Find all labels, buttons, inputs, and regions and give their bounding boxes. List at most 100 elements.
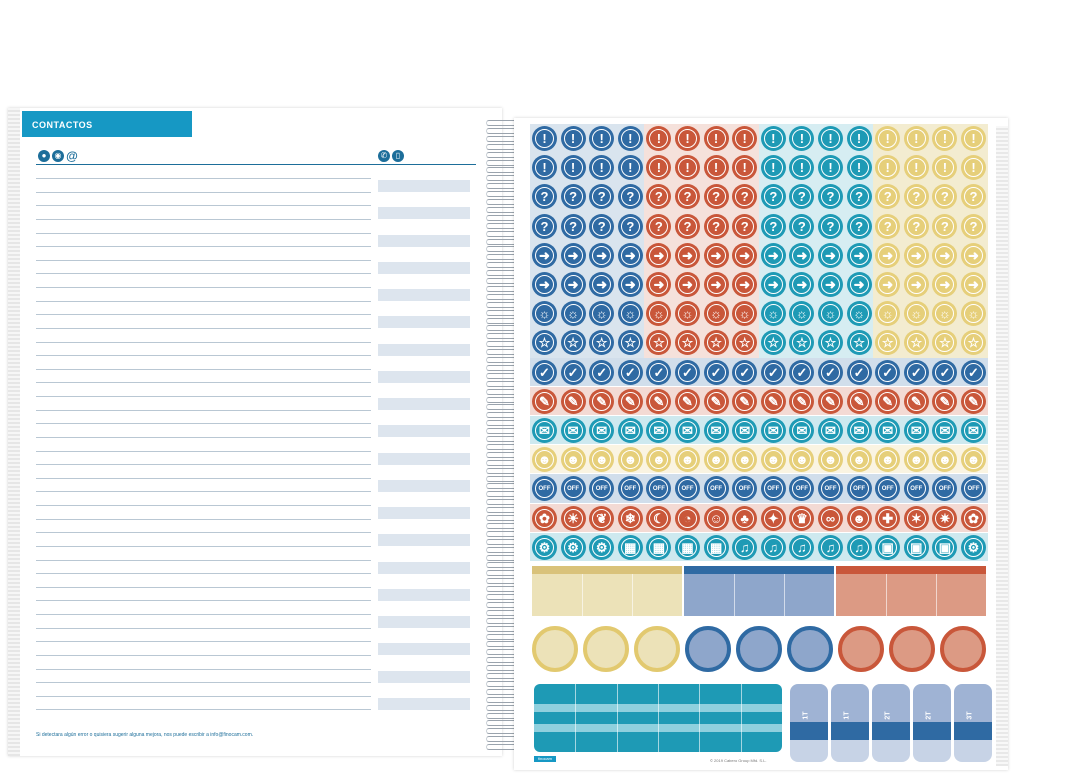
- lightbulb-icon: ☼: [903, 301, 929, 327]
- arrow-right-icon: ➜: [532, 242, 557, 268]
- arrow-right-icon: ➜: [589, 272, 615, 297]
- ruled-line: [36, 464, 371, 466]
- arrow-right-icon: ➜: [846, 272, 872, 297]
- ruled-line: [36, 232, 371, 234]
- person-icon: ●: [38, 150, 50, 162]
- note-icon: ✎: [617, 388, 643, 414]
- ruled-line: [36, 586, 371, 588]
- phone-box: [378, 207, 470, 220]
- people-icon: ☻: [703, 447, 729, 473]
- ruled-line: [36, 709, 371, 711]
- band-divider: [886, 574, 887, 616]
- arrow-right-icon: ➜: [903, 272, 929, 297]
- page-edge: [996, 126, 1008, 766]
- exclamation-icon: !: [589, 155, 615, 181]
- exclamation-icon: !: [617, 155, 643, 181]
- exclamation-icon: !: [732, 155, 758, 181]
- exclamation-icon: !: [560, 155, 586, 181]
- exclamation-icon: !: [760, 155, 786, 181]
- seasonal-icon: ❄: [617, 505, 643, 531]
- block-divider: [616, 684, 618, 752]
- arrow-right-icon: ➜: [675, 242, 700, 268]
- exclamation-icon: !: [875, 126, 901, 151]
- lightbulb-icon: ☼: [675, 301, 700, 327]
- arrow-right-icon: ➜: [589, 242, 615, 268]
- ruled-line: [36, 218, 371, 220]
- arrow-right-icon: ➜: [818, 242, 843, 268]
- exclamation-icon: !: [646, 126, 672, 151]
- ruled-line: [36, 423, 371, 425]
- contacts-page: CONTACTOS ● ◉ @ ✆ ▯ Si detectara algún e…: [8, 108, 502, 756]
- envelope-icon: ✉: [532, 418, 557, 443]
- question-icon: ?: [789, 213, 815, 239]
- exclamation-icon: !: [589, 126, 615, 151]
- arrow-right-icon: ➜: [789, 272, 815, 297]
- exclamation-icon: !: [846, 126, 872, 151]
- ruled-line: [36, 191, 371, 193]
- note-icon: ✎: [703, 388, 729, 414]
- ruled-line: [36, 518, 371, 520]
- ruled-line: [36, 341, 371, 343]
- envelope-icon: ✉: [846, 418, 872, 443]
- people-icon: ☻: [846, 447, 872, 473]
- arrow-right-icon: ➜: [646, 242, 672, 268]
- people-icon: ☻: [932, 447, 958, 473]
- tab-label: 1T: [802, 711, 810, 720]
- band-divider: [936, 574, 937, 616]
- activity-icon: ▣: [932, 534, 958, 560]
- exclamation-icon: !: [703, 126, 729, 151]
- pill-tab: 2T: [872, 684, 910, 762]
- check-icon: ✓: [646, 359, 672, 385]
- label-band: [532, 566, 682, 616]
- seasonal-icon: ☺: [703, 505, 729, 531]
- lightbulb-icon: ☼: [875, 301, 901, 327]
- check-icon: ✓: [932, 359, 958, 385]
- arrow-right-icon: ➜: [617, 242, 643, 268]
- envelope-icon: ✉: [875, 418, 901, 443]
- envelope-icon: ✉: [760, 418, 786, 443]
- people-icon: ☻: [675, 447, 700, 473]
- question-icon: ?: [875, 213, 901, 239]
- exclamation-icon: !: [818, 126, 843, 151]
- question-icon: ?: [961, 184, 986, 210]
- check-icon: ✓: [903, 359, 929, 385]
- seasonal-icon: ✚: [875, 505, 901, 531]
- question-icon: ?: [617, 184, 643, 210]
- lightbulb-icon: ☼: [789, 301, 815, 327]
- note-icon: ✎: [760, 388, 786, 414]
- note-icon: ✎: [818, 388, 843, 414]
- off-label-icon: OFF: [961, 476, 986, 502]
- envelope-icon: ✉: [789, 418, 815, 443]
- footer-note: Si detectara algún error o quisiera suge…: [36, 732, 254, 738]
- seasonal-icon: ✷: [932, 505, 958, 531]
- phone-box: [378, 561, 470, 574]
- circle-sticker: [532, 626, 578, 672]
- note-icon: ✎: [789, 388, 815, 414]
- question-icon: ?: [703, 184, 729, 210]
- seasonal-icon: ✦: [760, 505, 786, 531]
- exclamation-icon: !: [732, 126, 758, 151]
- exclamation-icon: !: [932, 126, 958, 151]
- pill-tab: 1T: [831, 684, 869, 762]
- sticker-page: !!!!!!!!!!!!!!!!!!!!!!!!!!!!!!!!????????…: [514, 118, 1008, 770]
- lightbulb-icon: ☼: [646, 301, 672, 327]
- ruled-line: [36, 368, 371, 370]
- seasonal-icon: ♣: [732, 505, 758, 531]
- phone-box: [378, 261, 470, 274]
- phone-box: [378, 370, 470, 383]
- envelope-icon: ✉: [932, 418, 958, 443]
- off-label-icon: OFF: [532, 476, 557, 502]
- ruled-line: [36, 641, 371, 643]
- check-icon: ✓: [560, 359, 586, 385]
- label-band: [836, 566, 986, 616]
- off-label-icon: OFF: [875, 476, 901, 502]
- star-icon: ☆: [961, 330, 986, 356]
- exclamation-icon: !: [646, 155, 672, 181]
- arrow-right-icon: ➜: [846, 242, 872, 268]
- question-icon: ?: [760, 184, 786, 210]
- ruled-line: [36, 300, 371, 302]
- check-icon: ✓: [818, 359, 843, 385]
- seasonal-icon: ✿: [532, 505, 557, 531]
- star-icon: ☆: [646, 330, 672, 356]
- question-icon: ?: [789, 184, 815, 210]
